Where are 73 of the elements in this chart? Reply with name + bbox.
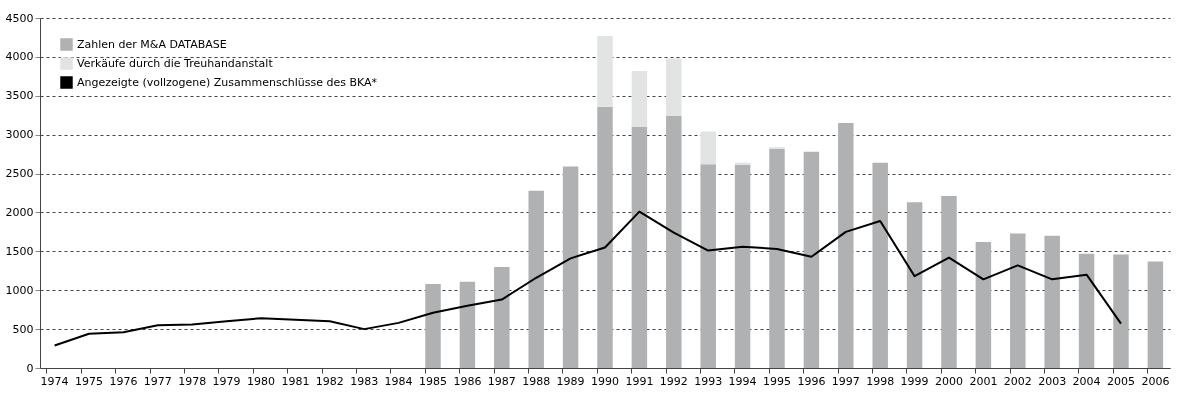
x-tick-label: 1979 — [212, 374, 241, 388]
x-tick-label: 1975 — [75, 374, 104, 388]
bar — [906, 202, 923, 368]
bar — [666, 58, 682, 116]
x-tick-label: 1993 — [694, 374, 723, 388]
x-tick-label: 2002 — [1003, 374, 1032, 388]
bar — [1078, 253, 1095, 368]
x-tick-label: 2003 — [1038, 374, 1067, 388]
x-tick-label: 1995 — [762, 374, 791, 388]
bar — [666, 116, 682, 368]
legend-label: Verkäufe durch die Treuhandanstalt — [77, 56, 274, 70]
x-tick-label: 2005 — [1106, 374, 1135, 388]
x-tick-label: 1991 — [625, 374, 654, 388]
y-tick-label: 2000 — [5, 205, 34, 219]
x-tick-label: 1983 — [350, 374, 379, 388]
x-tick-label: 2004 — [1072, 374, 1101, 388]
x-tick-label: 1994 — [728, 374, 757, 388]
line-series — [53, 210, 1122, 347]
x-tick-label: 1982 — [315, 374, 344, 388]
x-tick-label: 1999 — [900, 374, 929, 388]
bar — [1113, 254, 1129, 368]
bar — [1044, 235, 1060, 368]
x-tick-label: 1996 — [797, 374, 826, 388]
bar — [459, 281, 476, 368]
legend-label: Angezeigte (vollzogene) Zusammenschlüsse des BKA* — [77, 75, 378, 89]
x-tick-label: 1978 — [178, 374, 207, 388]
x-tick-label: 1987 — [487, 374, 516, 388]
x-tick-label: 1984 — [384, 374, 413, 388]
bar — [425, 284, 441, 368]
x-tick-label: 1998 — [866, 374, 895, 388]
x-tick-label: 1989 — [556, 374, 585, 388]
bar — [631, 126, 648, 368]
bar — [734, 165, 751, 368]
bar — [631, 70, 648, 127]
bar — [941, 196, 957, 368]
x-tick-label: 1986 — [453, 374, 482, 388]
bar — [872, 162, 888, 368]
x-tick-label: 2001 — [969, 374, 998, 388]
bar — [562, 166, 579, 368]
bar — [494, 266, 510, 368]
x-tick-label: 1990 — [591, 374, 619, 388]
y-tick-label: 3500 — [5, 89, 34, 103]
y-tick-label: 4000 — [5, 50, 34, 64]
bar — [838, 123, 854, 368]
bar — [700, 164, 716, 368]
x-tick-label: 2006 — [1141, 374, 1170, 388]
y-tick-label: 1000 — [5, 283, 34, 297]
bar — [975, 242, 992, 368]
x-tick-label: 2000 — [934, 374, 963, 388]
legend-label: Zahlen der M&A DATABASE — [77, 37, 227, 51]
bar — [1010, 233, 1026, 368]
y-tick-label: 4500 — [5, 11, 34, 25]
y-tick-label: 3000 — [5, 128, 34, 142]
bar — [700, 131, 716, 165]
x-tick-label: 1997 — [831, 374, 860, 388]
bar — [597, 106, 613, 368]
x-tick-label: 1980 — [247, 374, 276, 388]
x-tick-label: 1985 — [419, 374, 448, 388]
bar — [597, 35, 613, 107]
bar — [528, 190, 544, 368]
x-tick-label: 1988 — [522, 374, 551, 388]
x-tick-label: 1977 — [143, 374, 172, 388]
x-tick-label: 1992 — [659, 374, 688, 388]
bar — [1147, 261, 1164, 368]
bar — [769, 148, 785, 368]
y-tick-label: 500 — [12, 322, 34, 336]
bar — [803, 151, 820, 368]
y-tick-label: 0 — [26, 361, 34, 375]
x-tick-label: 1976 — [109, 374, 138, 388]
x-tick-label: 1981 — [281, 374, 310, 388]
y-tick-label: 2500 — [5, 167, 34, 181]
y-tick-label: 1500 — [5, 244, 34, 258]
x-tick-label: 1974 — [40, 374, 69, 388]
